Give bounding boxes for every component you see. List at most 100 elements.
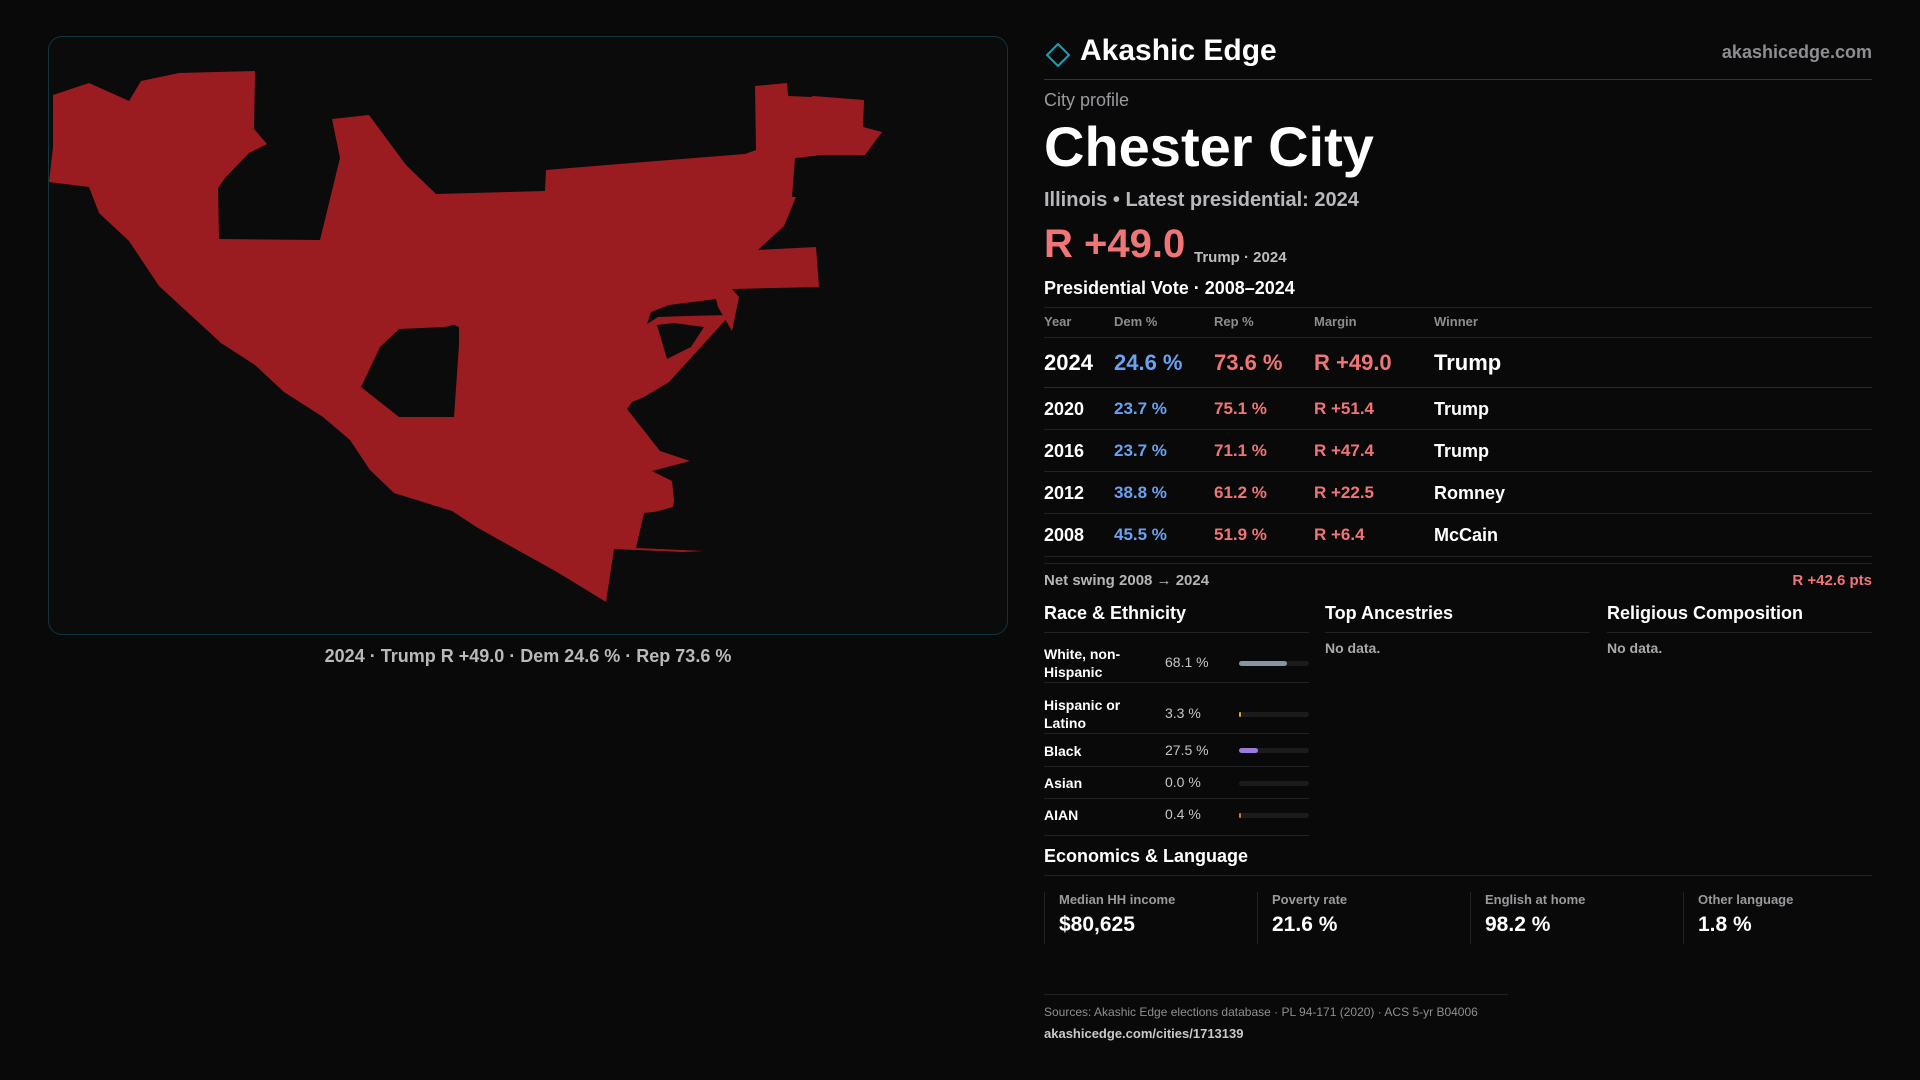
race-pct: 3.3 % — [1165, 705, 1201, 721]
vote-dem: 23.7 % — [1114, 441, 1167, 460]
vote-margin: R +49.0 — [1314, 350, 1392, 375]
vote-winner: Trump — [1434, 350, 1502, 375]
col-header-margin: Margin — [1314, 314, 1357, 329]
vote-year: 2016 — [1044, 441, 1085, 461]
race-bar-fill — [1239, 661, 1287, 666]
vote-rep: 51.9 % — [1214, 525, 1267, 544]
race-bar-fill — [1239, 712, 1242, 717]
vote-row-2024: 2024 24.6 % 73.6 % R +49.0 Trump — [1044, 338, 1872, 388]
vote-rep: 73.6 % — [1214, 350, 1283, 375]
sources-note: Sources: Akashic Edge elections database… — [1044, 1005, 1478, 1019]
race-label: Hispanic or Latino — [1044, 697, 1121, 731]
vote-row-2016: 2016 23.7 % 71.1 % R +47.4 Trump — [1044, 431, 1872, 472]
col-header-rep: Rep % — [1214, 314, 1254, 329]
vote-winner: Romney — [1434, 483, 1506, 503]
divider — [1044, 307, 1872, 308]
race-row-asian: Asian 0.0 % — [1044, 768, 1309, 799]
vote-margin: R +51.4 — [1314, 399, 1375, 418]
race-pct: 0.0 % — [1165, 774, 1201, 790]
net-swing-value: R +42.6 pts — [1792, 572, 1872, 589]
brand-header: Akashic Edge akashicedge.com — [1044, 30, 1872, 80]
latest-margin-note: Trump · 2024 — [1194, 249, 1287, 266]
race-label: Asian — [1044, 775, 1083, 791]
net-swing-label: Net swing 2008 → 2024 — [1044, 572, 1210, 589]
city-map[interactable] — [48, 36, 1008, 635]
stat-label: Poverty rate — [1272, 892, 1348, 907]
col-header-dem: Dem % — [1114, 314, 1158, 329]
divider — [1044, 875, 1872, 876]
col-header-year: Year — [1044, 314, 1072, 329]
map-caption: 2024 · Trump R +49.0 · Dem 24.6 % · Rep … — [324, 646, 732, 666]
stat-english-at-home: English at home 98.2 % — [1470, 892, 1682, 944]
vote-dem: 24.6 % — [1114, 350, 1183, 375]
stat-label: Other language — [1698, 892, 1794, 907]
race-bar-fill — [1239, 813, 1242, 818]
stat-value: $80,625 — [1059, 913, 1135, 936]
vote-margin: R +6.4 — [1314, 525, 1365, 544]
race-label: AIAN — [1044, 807, 1079, 823]
stat-value: 98.2 % — [1485, 913, 1551, 936]
vote-dem: 38.8 % — [1114, 483, 1167, 502]
vote-year: 2024 — [1044, 350, 1093, 375]
divider — [1607, 632, 1872, 633]
vote-rep: 75.1 % — [1214, 399, 1267, 418]
race-heading: Race & Ethnicity — [1044, 603, 1187, 623]
ancestries-empty: No data. — [1325, 640, 1381, 656]
brand-name[interactable]: Akashic Edge — [1080, 34, 1277, 67]
race-bar-track — [1239, 781, 1309, 786]
vote-margin: R +47.4 — [1314, 441, 1375, 460]
divider — [1325, 632, 1590, 633]
vote-year: 2020 — [1044, 399, 1085, 419]
divider — [1044, 563, 1872, 564]
economics-heading: Economics & Language — [1044, 846, 1249, 866]
diamond-outline-icon — [1046, 43, 1070, 67]
divider — [1044, 632, 1309, 633]
map-hole-2 — [657, 323, 704, 359]
stat-label: Median HH income — [1059, 892, 1176, 907]
col-header-winner: Winner — [1434, 314, 1478, 329]
vote-row-2012: 2012 38.8 % 61.2 % R +22.5 Romney — [1044, 473, 1872, 514]
race-row-black: Black 27.5 % — [1044, 735, 1309, 767]
vote-dem: 45.5 % — [1114, 525, 1167, 544]
race-pct: 0.4 % — [1165, 806, 1201, 822]
page-kicker: City profile — [1044, 90, 1130, 110]
race-pct: 68.1 % — [1165, 654, 1209, 670]
vote-winner: Trump — [1434, 399, 1490, 419]
vote-year: 2012 — [1044, 483, 1085, 503]
city-boundary-shape — [49, 71, 882, 602]
vote-year: 2008 — [1044, 525, 1085, 545]
race-label: Black — [1044, 743, 1082, 759]
stat-other-language: Other language 1.8 % — [1683, 892, 1895, 944]
page-title: Chester City — [1044, 115, 1374, 178]
vote-row-2008: 2008 45.5 % 51.9 % R +6.4 McCain — [1044, 515, 1872, 557]
race-label: White, non-Hispanic — [1044, 646, 1121, 680]
latest-margin: R +49.0 — [1044, 222, 1186, 266]
race-row-white: White, non-Hispanic 68.1 % — [1044, 633, 1309, 683]
race-pct: 27.5 % — [1165, 742, 1209, 758]
vote-margin: R +22.5 — [1314, 483, 1375, 502]
city-profile-panel: Akashic Edge akashicedge.com City profil… — [1044, 0, 1872, 1080]
brand-url-link[interactable]: akashicedge.com — [1721, 42, 1872, 62]
ancestries-heading: Top Ancestries — [1325, 603, 1454, 623]
vote-winner: Trump — [1434, 441, 1490, 461]
race-row-aian: AIAN 0.4 % — [1044, 800, 1309, 836]
vote-rep: 71.1 % — [1214, 441, 1267, 460]
vote-rep: 61.2 % — [1214, 483, 1267, 502]
religion-heading: Religious Composition — [1607, 603, 1803, 623]
divider — [1044, 337, 1872, 338]
map-hole-1 — [361, 325, 459, 417]
stat-value: 21.6 % — [1272, 913, 1338, 936]
race-bar-track — [1239, 661, 1309, 666]
race-bar-track — [1239, 813, 1309, 818]
stat-poverty-rate: Poverty rate 21.6 % — [1257, 892, 1469, 944]
city-url-link[interactable]: akashicedge.com/cities/1713139 — [1044, 1026, 1244, 1041]
religion-empty: No data. — [1607, 640, 1663, 656]
race-bar-fill — [1239, 748, 1259, 753]
vote-dem: 23.7 % — [1114, 399, 1167, 418]
divider — [1044, 994, 1508, 995]
race-bar-track — [1239, 712, 1309, 717]
stat-value: 1.8 % — [1698, 913, 1752, 936]
stat-median-income: Median HH income $80,625 — [1044, 892, 1256, 944]
votes-heading: Presidential Vote · 2008–2024 — [1044, 278, 1295, 298]
race-bar-track — [1239, 748, 1309, 753]
